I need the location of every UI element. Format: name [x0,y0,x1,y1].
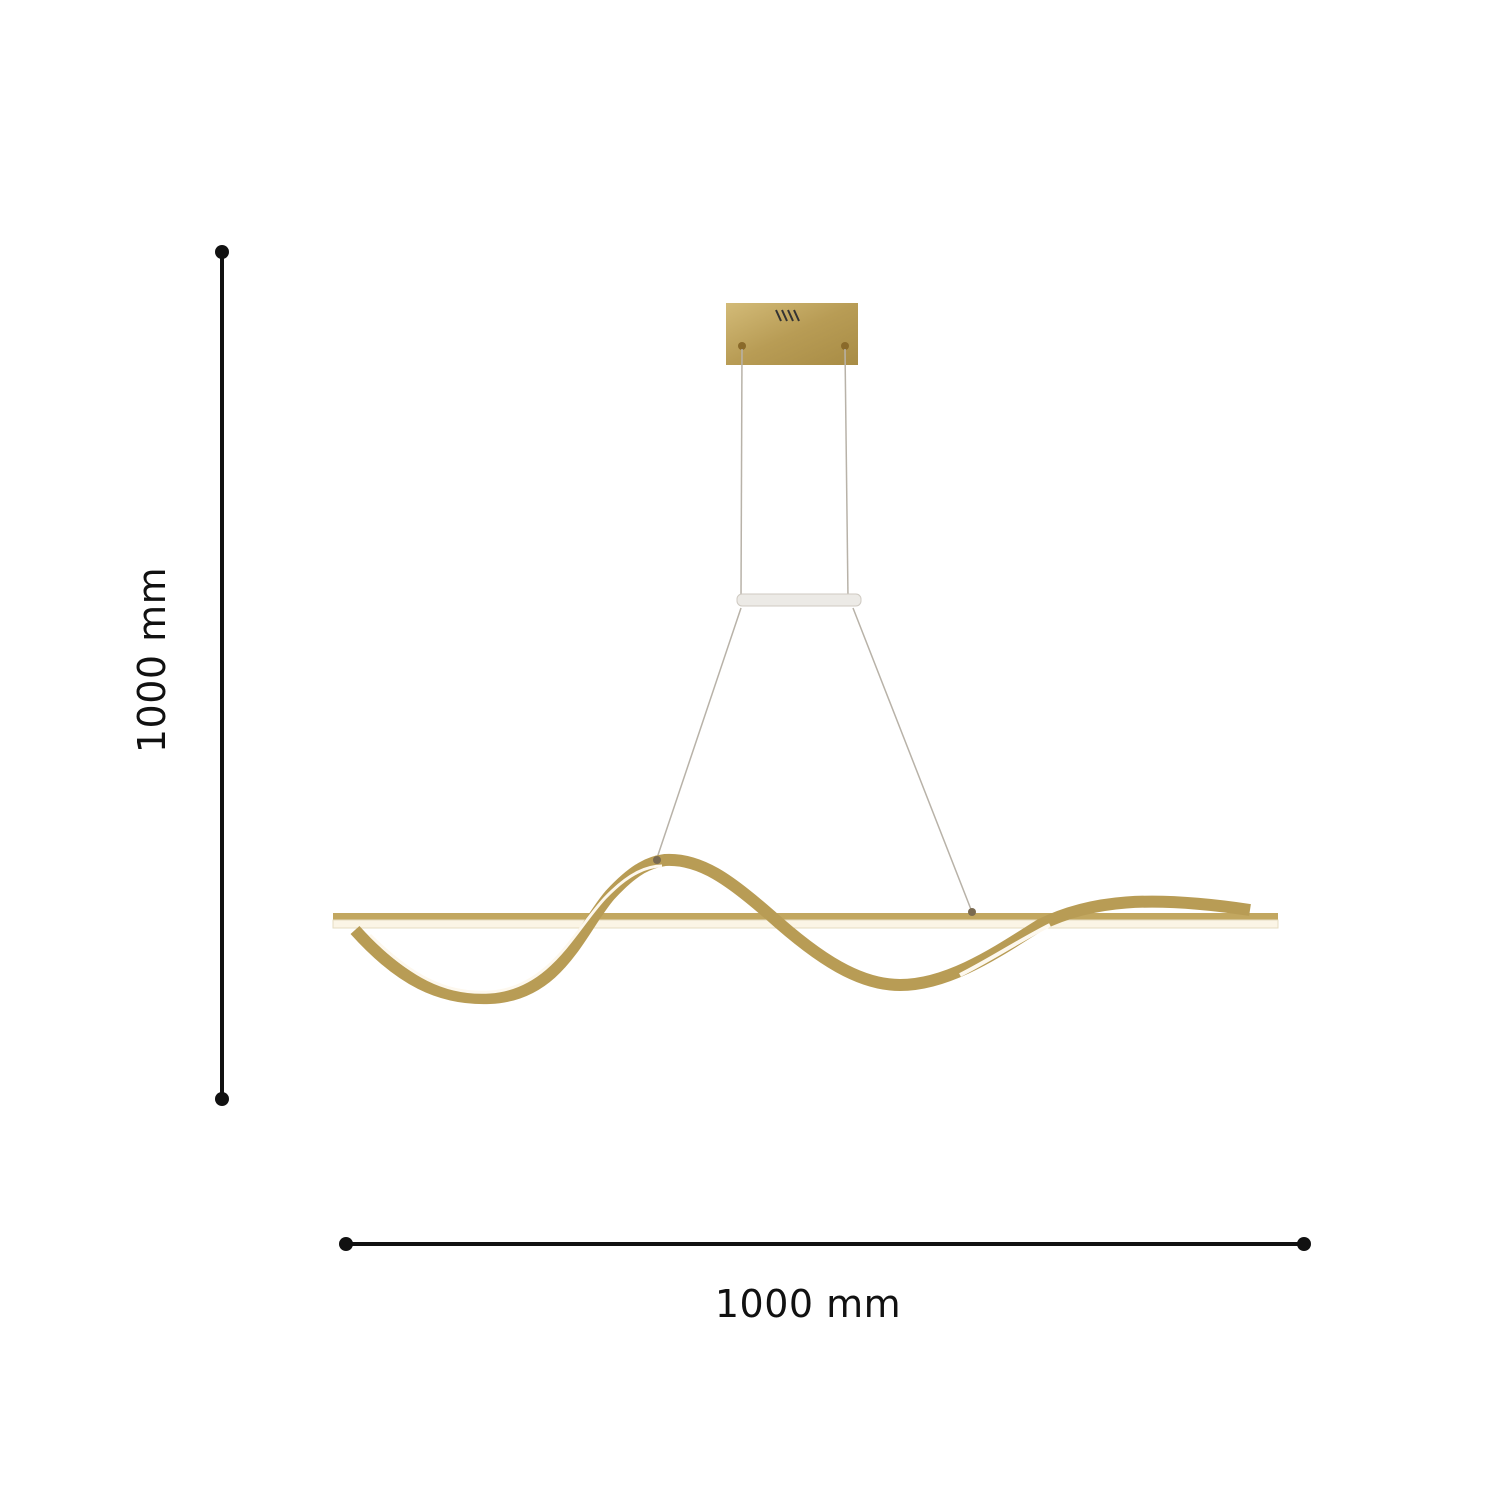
dimension-endpoint [339,1237,353,1251]
width-dimension-line [339,1237,1311,1251]
wire-spacer-bar [736,593,862,607]
suspension-wires [656,348,973,913]
ceiling-canopy [726,303,858,365]
height-dimension-label: 1000 mm [130,566,174,754]
height-dimension-line [215,245,229,1106]
dimension-endpoint [215,245,229,259]
width-dimension-label: 1000 mm [714,1282,902,1326]
dimension-endpoint [1297,1237,1311,1251]
wave-ribbon [350,853,1251,1005]
light-bar [332,913,1279,929]
dimension-endpoint [215,1092,229,1106]
